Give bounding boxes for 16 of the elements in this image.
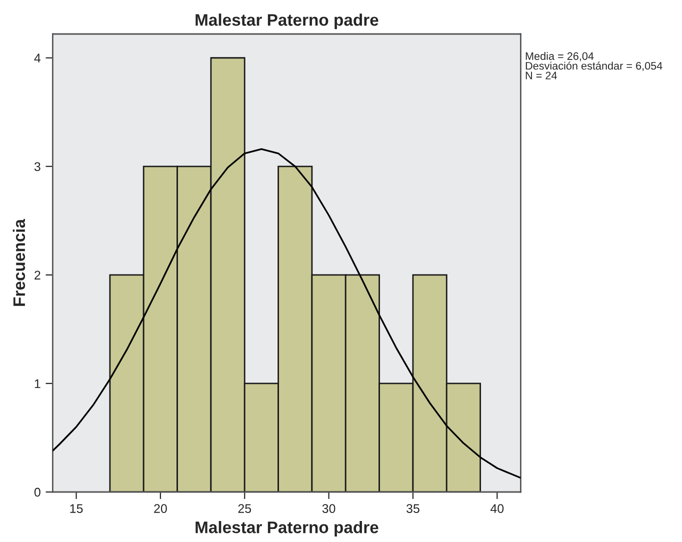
x-tick-label: 20: [154, 504, 167, 513]
x-axis-title: Malestar Paterno padre: [196, 521, 378, 537]
x-tick-label: 15: [70, 504, 83, 513]
y-axis-title: Frecuencia: [12, 218, 26, 306]
y-tick-label: 3: [34, 162, 40, 172]
chart-title: Malestar Paterno padre: [196, 14, 378, 30]
text: Media = 26,04 Desviación estándar = 6,054 N = 24: [526, 52, 662, 80]
x-tick-label: 30: [322, 504, 336, 513]
y-tick-label: 2: [34, 270, 40, 280]
y-tick-label: 4: [34, 54, 41, 62]
y-tick-label: 1: [34, 379, 40, 388]
x-tick-label: 25: [238, 504, 252, 513]
line-series: [52, 148, 521, 479]
x-tick-label: 40: [490, 504, 504, 513]
y-tick-label: 0: [34, 488, 40, 497]
x-tick-label: 35: [406, 504, 420, 513]
